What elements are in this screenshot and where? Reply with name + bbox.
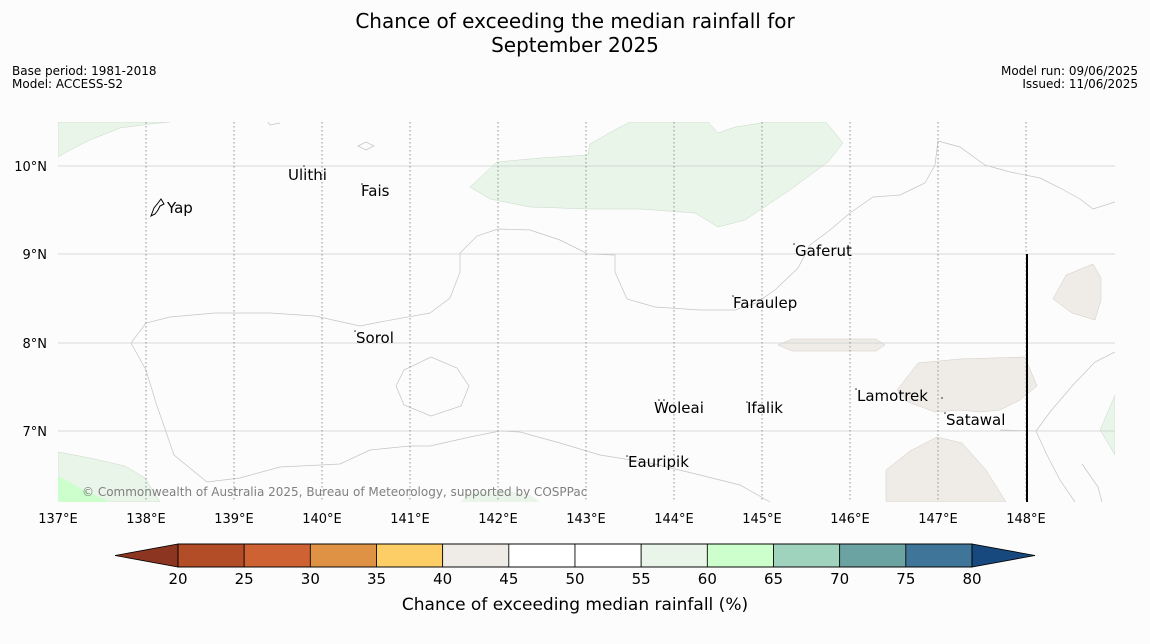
yap-island-icon <box>150 198 165 218</box>
colorbar-tick-label: 30 <box>301 570 320 588</box>
region-light-green-nw <box>58 122 171 158</box>
model-text: Model: ACCESS-S2 <box>12 77 124 91</box>
colorbar-tick-label: 75 <box>896 570 915 588</box>
region-grey-east <box>1052 263 1102 321</box>
colorbar-tick-label: 35 <box>367 570 386 588</box>
lon-label-137e: 137°E <box>38 512 78 527</box>
place-label-faraulep: Faraulep <box>733 294 797 312</box>
colorbar-tick-label: 50 <box>565 570 584 588</box>
lon-label-140e: 140°E <box>302 512 342 527</box>
island-markers <box>150 165 946 457</box>
place-label-ulithi: Ulithi <box>288 166 327 184</box>
colorbar-under-arrow <box>114 543 179 568</box>
chart-title: Chance of exceeding the median rainfall … <box>0 9 1150 57</box>
colorbar-ticks: 20 25 30 35 40 45 50 55 60 65 70 75 80 <box>168 570 981 588</box>
lat-label-8n: 8°N <box>23 337 48 352</box>
colorbar-segment <box>177 543 245 568</box>
colorbar-segment <box>243 543 311 568</box>
lon-label-141e: 141°E <box>390 512 430 527</box>
region-light-green-e <box>1099 394 1115 456</box>
model-run-text: Model run: 09/06/2025 <box>1000 64 1138 78</box>
copyright-text: © Commonwealth of Australia 2025, Bureau… <box>82 485 587 499</box>
colorbar-tick-label: 45 <box>499 570 518 588</box>
colorbar-segment <box>640 543 708 568</box>
region-grey-se <box>896 356 1038 413</box>
issued-text: Issued: 11/06/2025 <box>1022 77 1138 91</box>
colorbar-segment <box>442 543 510 568</box>
lon-label-144e: 144°E <box>654 512 694 527</box>
place-label-eauripik: Eauripik <box>628 453 689 471</box>
lon-label-146e: 146°E <box>830 512 870 527</box>
place-label-lamotrek: Lamotrek <box>857 387 928 405</box>
colorbar-segment <box>508 543 576 568</box>
meta-right: Model run: 09/06/2025 Issued: 11/06/2025 <box>1001 65 1138 91</box>
place-label-woleai: Woleai <box>654 399 704 417</box>
colorbar-tick-label: 40 <box>433 570 452 588</box>
colorbar-segment <box>309 543 377 568</box>
colorbar: 20 25 30 35 40 45 50 55 60 65 70 75 80 Chance of exc… <box>114 543 1036 615</box>
region-green-sw <box>58 476 110 502</box>
colorbar-tick-label: 70 <box>830 570 849 588</box>
colorbar-frame <box>177 543 973 568</box>
lon-label-143e: 143°E <box>566 512 606 527</box>
place-label-ifalik: Ifalik <box>747 399 783 417</box>
colorbar-over-arrow <box>971 543 1036 568</box>
base-period-text: Base period: 1981-2018 <box>12 64 157 78</box>
region-light-green-s <box>460 490 540 502</box>
colorbar-tick-label: 60 <box>698 570 717 588</box>
meta-left: Base period: 1981-2018 Model: ACCESS-S2 <box>12 65 157 91</box>
longitude-gridlines <box>145 122 1027 502</box>
colorbar-tick-label: 20 <box>168 570 187 588</box>
lon-label-148e: 148°E <box>1006 512 1046 527</box>
colorbar-label: Chance of exceeding median rainfall (%) <box>402 595 748 615</box>
region-grey-band <box>777 338 886 352</box>
lon-label-142e: 142°E <box>478 512 518 527</box>
map-area: Ulithi Fais Yap Gaferut Faraulep Sorol L… <box>58 122 1115 502</box>
colorbar-segment <box>376 543 444 568</box>
colorbar-segment <box>839 543 907 568</box>
place-label-gaferut: Gaferut <box>795 242 852 260</box>
colorbar-segment <box>574 543 642 568</box>
lon-label-147e: 147°E <box>918 512 958 527</box>
colorbar-tick-label: 80 <box>962 570 981 588</box>
region-light-green-sw <box>58 451 161 502</box>
region-light-green-north <box>469 122 844 228</box>
colorbar-tick-label: 55 <box>632 570 651 588</box>
place-label-sorol: Sorol <box>356 329 394 347</box>
lat-label-7n: 7°N <box>23 425 48 440</box>
lon-label-145e: 145°E <box>742 512 782 527</box>
lat-label-10n: 10°N <box>14 160 47 175</box>
colorbar-tick-label: 65 <box>764 570 783 588</box>
place-label-satawal: Satawal <box>946 411 1005 429</box>
lon-label-138e: 138°E <box>126 512 166 527</box>
colorbar-segment <box>773 543 841 568</box>
colorbar-segment <box>905 543 973 568</box>
title-line-1: Chance of exceeding the median rainfall … <box>355 9 795 33</box>
colorbar-tick-label: 25 <box>235 570 254 588</box>
title-line-2: September 2025 <box>491 33 659 57</box>
colorbar-segment <box>706 543 774 568</box>
place-label-yap: Yap <box>166 199 193 217</box>
colorbar-segments <box>177 543 973 568</box>
lon-label-139e: 139°E <box>214 512 254 527</box>
lat-label-9n: 9°N <box>23 248 48 263</box>
region-grey-south <box>885 436 1007 502</box>
place-label-fais: Fais <box>361 182 390 200</box>
